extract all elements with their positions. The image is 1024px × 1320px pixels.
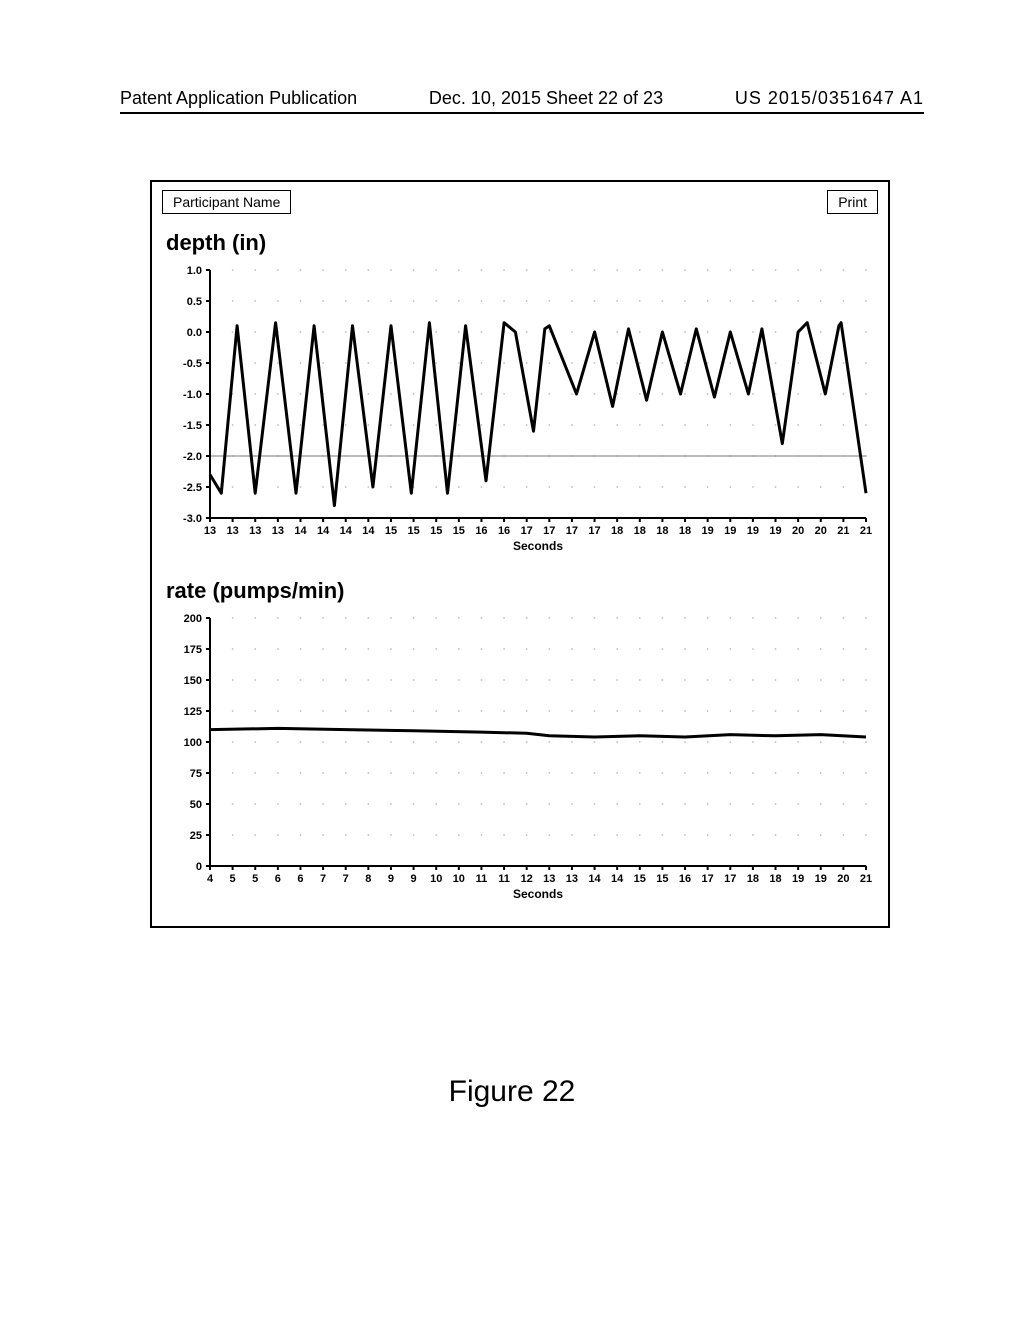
svg-text:17: 17 bbox=[521, 525, 533, 537]
rate-chart-svg: 200 175 150 125 100 75 50 25 04 5 5 6 6 7 7 8 9 9 10 10 11 11… bbox=[162, 608, 878, 908]
svg-text:17: 17 bbox=[588, 525, 600, 537]
print-button[interactable]: Print bbox=[827, 190, 878, 214]
svg-text:18: 18 bbox=[769, 873, 781, 885]
svg-text:11: 11 bbox=[498, 873, 510, 885]
svg-text:13: 13 bbox=[543, 873, 555, 885]
svg-text:1.0: 1.0 bbox=[187, 265, 202, 277]
header-center: Dec. 10, 2015 Sheet 22 of 23 bbox=[429, 88, 663, 109]
svg-text:19: 19 bbox=[815, 873, 827, 885]
svg-text:18: 18 bbox=[679, 525, 691, 537]
svg-text:16: 16 bbox=[679, 873, 691, 885]
svg-text:9: 9 bbox=[388, 873, 394, 885]
svg-text:18: 18 bbox=[747, 873, 759, 885]
svg-text:19: 19 bbox=[724, 525, 736, 537]
svg-text:19: 19 bbox=[747, 525, 759, 537]
svg-text:17: 17 bbox=[543, 525, 555, 537]
svg-text:15: 15 bbox=[407, 525, 419, 537]
svg-text:18: 18 bbox=[634, 525, 646, 537]
svg-text:17: 17 bbox=[702, 873, 714, 885]
svg-text:50: 50 bbox=[190, 799, 202, 811]
svg-text:9: 9 bbox=[411, 873, 417, 885]
svg-text:10: 10 bbox=[430, 873, 442, 885]
svg-text:14: 14 bbox=[362, 525, 375, 537]
svg-text:13: 13 bbox=[272, 525, 284, 537]
svg-text:175: 175 bbox=[184, 644, 202, 656]
svg-text:75: 75 bbox=[190, 768, 202, 780]
svg-text:150: 150 bbox=[184, 675, 202, 687]
svg-text:0.5: 0.5 bbox=[187, 296, 202, 308]
svg-text:16: 16 bbox=[498, 525, 510, 537]
svg-text:20: 20 bbox=[815, 525, 827, 537]
svg-text:25: 25 bbox=[190, 830, 202, 842]
svg-text:21: 21 bbox=[860, 873, 872, 885]
svg-text:-0.5: -0.5 bbox=[183, 358, 202, 370]
svg-text:0: 0 bbox=[196, 861, 202, 873]
svg-text:-3.0: -3.0 bbox=[183, 513, 202, 525]
svg-text:7: 7 bbox=[320, 873, 326, 885]
svg-text:17: 17 bbox=[724, 873, 736, 885]
svg-text:-2.0: -2.0 bbox=[183, 451, 202, 463]
header-left: Patent Application Publication bbox=[120, 88, 357, 109]
depth-chart: 1.00.50.0-0.5-1.0-1.5-2.0-2.5-3.01313131… bbox=[162, 260, 878, 560]
svg-text:10: 10 bbox=[453, 873, 465, 885]
svg-text:7: 7 bbox=[343, 873, 349, 885]
svg-text:13: 13 bbox=[566, 873, 578, 885]
svg-text:21: 21 bbox=[860, 525, 872, 537]
svg-text:12: 12 bbox=[521, 873, 533, 885]
svg-text:18: 18 bbox=[656, 525, 668, 537]
svg-text:18: 18 bbox=[611, 525, 623, 537]
svg-text:14: 14 bbox=[340, 525, 353, 537]
svg-text:6: 6 bbox=[297, 873, 303, 885]
depth-chart-title: depth (in) bbox=[166, 230, 878, 256]
svg-text:20: 20 bbox=[792, 525, 804, 537]
svg-text:19: 19 bbox=[702, 525, 714, 537]
svg-text:0.0: 0.0 bbox=[187, 327, 202, 339]
svg-text:13: 13 bbox=[204, 525, 216, 537]
header-rule bbox=[120, 112, 924, 114]
svg-text:11: 11 bbox=[476, 873, 488, 885]
header-right: US 2015/0351647 A1 bbox=[735, 88, 924, 109]
svg-text:Seconds: Seconds bbox=[513, 539, 563, 553]
participant-name-field[interactable]: Participant Name bbox=[162, 190, 291, 214]
svg-text:20: 20 bbox=[837, 873, 849, 885]
svg-text:15: 15 bbox=[453, 525, 465, 537]
rate-chart: 200 175 150 125 100 75 50 25 04 5 5 6 6 7 7 8 9 9 10 10 11 11… bbox=[162, 608, 878, 908]
svg-text:-1.0: -1.0 bbox=[183, 389, 202, 401]
svg-text:-2.5: -2.5 bbox=[183, 482, 202, 494]
svg-text:15: 15 bbox=[656, 873, 668, 885]
svg-text:8: 8 bbox=[365, 873, 371, 885]
svg-text:200: 200 bbox=[184, 613, 202, 625]
svg-text:19: 19 bbox=[769, 525, 781, 537]
svg-text:5: 5 bbox=[230, 873, 236, 885]
svg-text:100: 100 bbox=[184, 737, 202, 749]
svg-text:14: 14 bbox=[317, 525, 330, 537]
svg-text:13: 13 bbox=[249, 525, 261, 537]
svg-text:17: 17 bbox=[566, 525, 578, 537]
depth-chart-svg: 1.00.50.0-0.5-1.0-1.5-2.0-2.5-3.01313131… bbox=[162, 260, 878, 560]
svg-text:125: 125 bbox=[184, 706, 202, 718]
rate-chart-title: rate (pumps/min) bbox=[166, 578, 878, 604]
toolbar: Participant Name Print bbox=[162, 190, 878, 214]
page-header: Patent Application Publication Dec. 10, … bbox=[120, 88, 924, 109]
svg-text:15: 15 bbox=[430, 525, 442, 537]
svg-text:15: 15 bbox=[385, 525, 397, 537]
svg-text:14: 14 bbox=[611, 873, 624, 885]
figure-panel: Participant Name Print depth (in) 1.0 0.5… bbox=[150, 180, 890, 928]
svg-text:13: 13 bbox=[226, 525, 238, 537]
svg-text:19: 19 bbox=[792, 873, 804, 885]
svg-text:Seconds: Seconds bbox=[513, 887, 563, 901]
svg-text:14: 14 bbox=[294, 525, 307, 537]
svg-text:4: 4 bbox=[207, 873, 214, 885]
svg-text:16: 16 bbox=[475, 525, 487, 537]
svg-text:5: 5 bbox=[252, 873, 258, 885]
figure-caption: Figure 22 bbox=[0, 1075, 1024, 1109]
svg-text:14: 14 bbox=[588, 873, 601, 885]
svg-text:-1.5: -1.5 bbox=[183, 420, 202, 432]
svg-text:15: 15 bbox=[634, 873, 646, 885]
svg-text:21: 21 bbox=[837, 525, 849, 537]
svg-text:6: 6 bbox=[275, 873, 281, 885]
